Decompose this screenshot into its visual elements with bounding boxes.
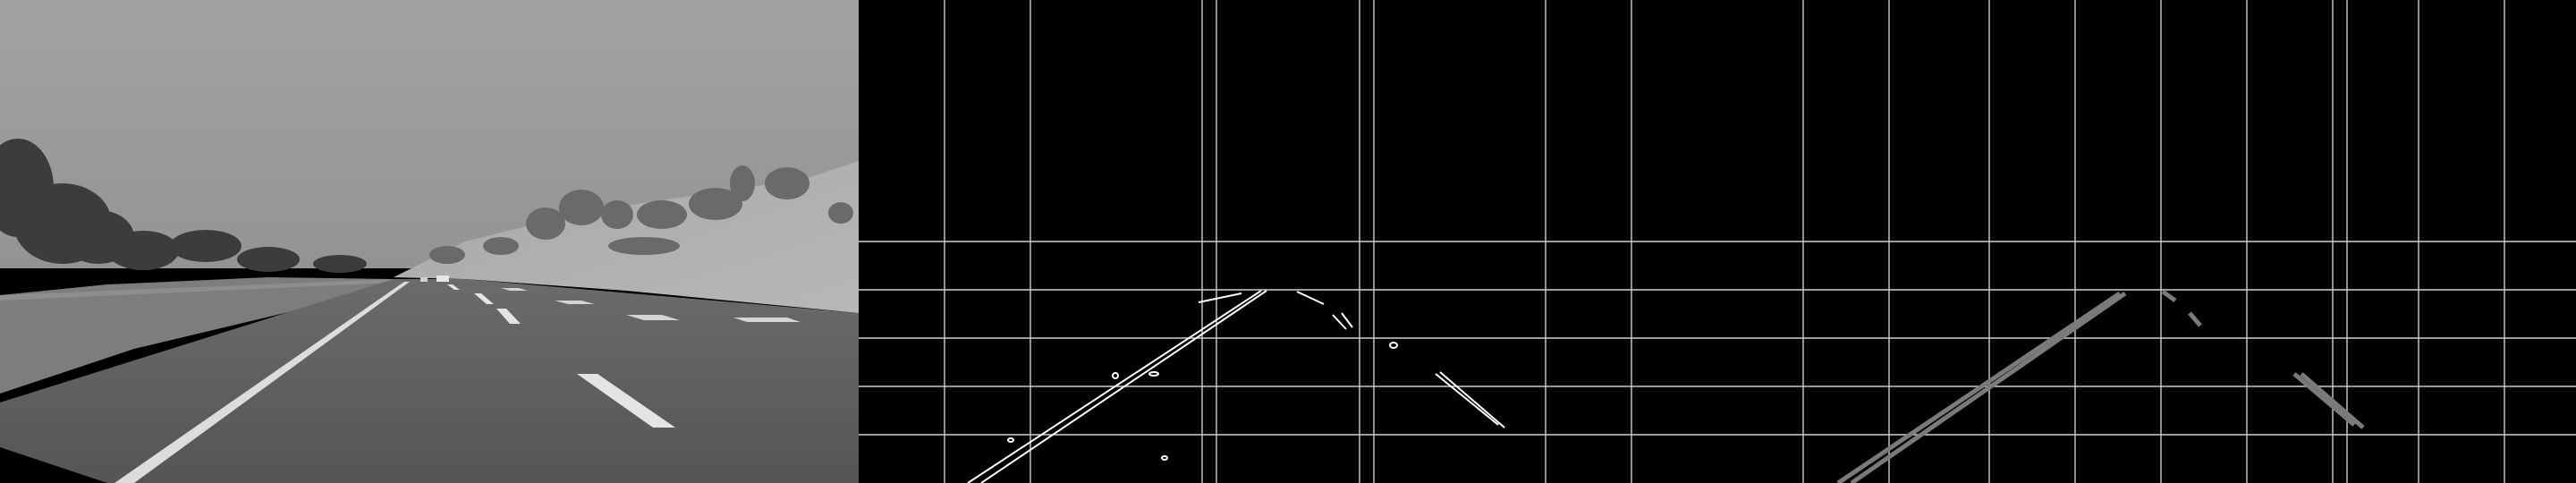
lane-line-segments	[1836, 289, 2365, 483]
hough-lines-panel	[1717, 0, 2576, 483]
edge-detection-image	[859, 0, 1717, 483]
grid-overlay	[859, 0, 1717, 483]
left-lane-line	[114, 282, 410, 483]
left-trees	[0, 139, 367, 273]
right-vegetation	[429, 165, 853, 264]
left-guardrail	[0, 279, 394, 301]
grayscale-road-panel	[0, 0, 859, 483]
detected-edges	[967, 290, 1505, 483]
right-lane-dashes	[447, 284, 675, 428]
grid-overlay	[1717, 0, 2576, 483]
far-lane-dashes	[501, 288, 801, 322]
grayscale-road-image	[0, 0, 859, 483]
left-embankment	[0, 277, 394, 394]
road-surface	[0, 279, 859, 483]
distant-vehicle	[420, 277, 428, 282]
distant-vehicle	[436, 275, 449, 282]
canny-edge-panel	[859, 0, 1717, 483]
hough-lines-image	[1717, 0, 2576, 483]
